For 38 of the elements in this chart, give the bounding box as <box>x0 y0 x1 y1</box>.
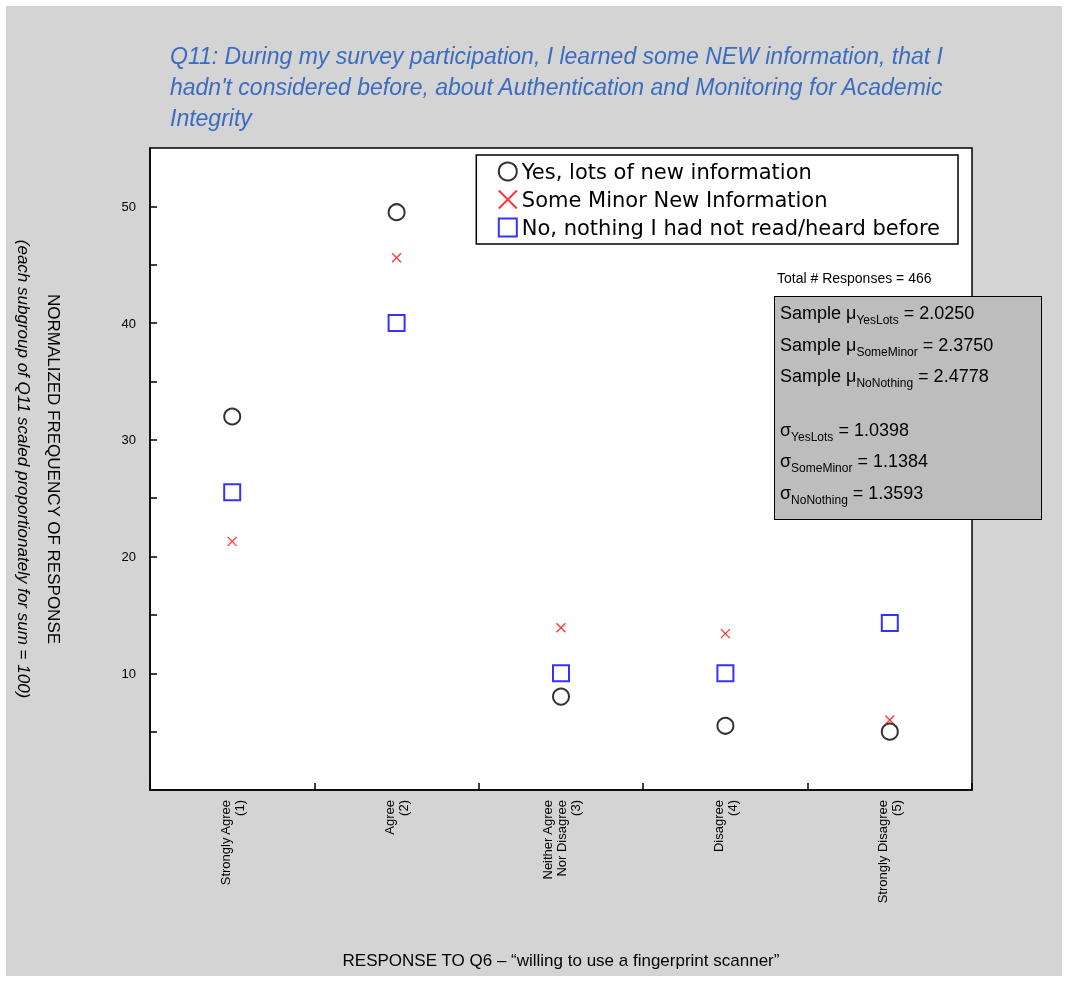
legend-label: No, nothing I had not read/heard before <box>521 215 941 240</box>
point <box>880 722 899 741</box>
annotation: Total # Responses = 466 <box>777 270 932 286</box>
point <box>555 622 567 633</box>
annotation: Sample μ$_{NoNothing}$ = 2.4778 <box>780 365 990 392</box>
y-axis-title: NORMALIZED FREQUENCY OF RESPONSE (each subgroup of Q11 scaled proportionately for sum = 100) <box>13 239 63 699</box>
point <box>720 628 731 639</box>
x-axis-title: RESPONSE TO Q6 – “willing to use a fingerprint scanner” <box>342 951 780 970</box>
point <box>223 407 242 426</box>
annotation: σ$_{NoNothing}$ = 1.3593 <box>780 481 925 509</box>
point <box>716 664 735 683</box>
y-tick-label: 10 <box>121 665 136 681</box>
point <box>227 536 238 547</box>
chart-title: Q11: During my survey participation, I learned some NEW information, that I hadn't considered before, about Authentication and Monitoring for Academic Integrity <box>170 42 950 131</box>
x-tick-label: Disagree (4) <box>710 800 740 853</box>
point <box>387 203 406 222</box>
y-tick-label: 40 <box>121 315 136 331</box>
annotation: σ$_{YesLots}$ = 1.0398 <box>780 418 910 446</box>
annotation: Sample μ$_{SomeMinor}$ = 2.3750 <box>780 333 995 361</box>
x-tick-label: Strongly Disagree (5) <box>875 800 905 904</box>
legend-label: Yes, lots of new information <box>520 159 812 184</box>
point <box>552 687 570 706</box>
annotation: σ$_{SomeMinor}$ = 1.1384 <box>780 450 930 477</box>
point <box>880 614 899 633</box>
y-tick-label: 50 <box>121 198 136 214</box>
point <box>387 314 406 333</box>
point <box>223 483 242 502</box>
y-tick-label: 30 <box>121 432 136 448</box>
y-tick-label: 20 <box>121 549 136 565</box>
point <box>884 714 895 726</box>
x-tick-label: Agree (2) <box>382 800 412 835</box>
legend-label: Some Minor New Information <box>521 187 828 212</box>
point <box>552 664 570 683</box>
x-tick-label: Strongly Agree (1) <box>217 800 247 886</box>
point <box>716 716 735 735</box>
point <box>391 252 402 263</box>
annotation: Sample μ$_{YesLots}$ = 2.0250 <box>780 302 976 329</box>
x-tick-label: Neither Agree Nor Disagree (3) <box>539 800 583 880</box>
